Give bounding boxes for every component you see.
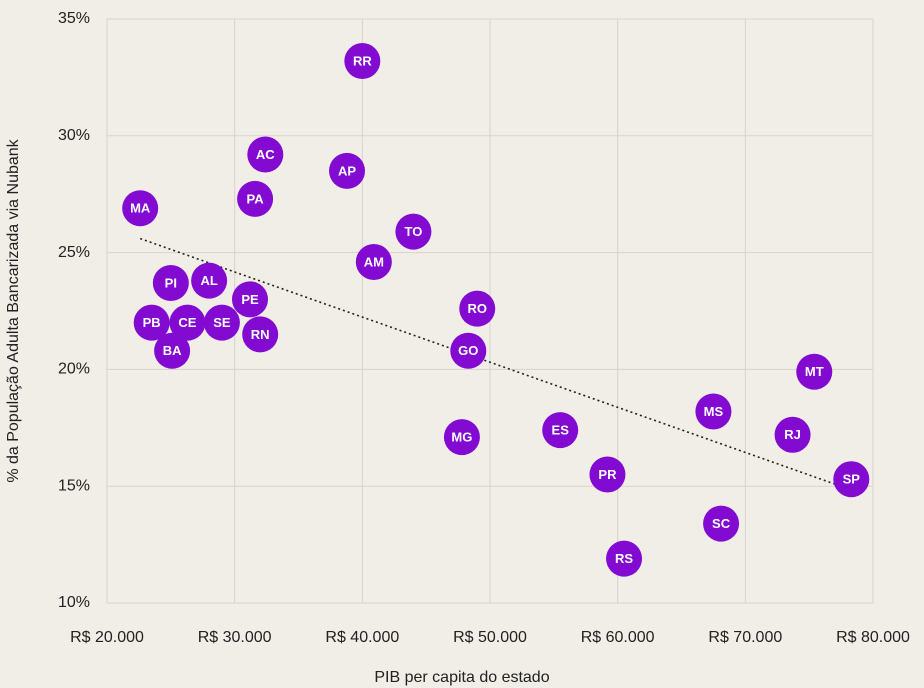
point-label: AM bbox=[364, 254, 384, 269]
x-tick-label: R$ 50.000 bbox=[453, 629, 527, 646]
point bbox=[329, 152, 366, 189]
point-label: PR bbox=[598, 467, 617, 482]
point bbox=[703, 505, 740, 542]
point bbox=[606, 540, 643, 577]
trendline bbox=[139, 237, 848, 490]
point-label: RR bbox=[353, 53, 372, 68]
point-label: MG bbox=[451, 430, 472, 445]
point bbox=[459, 290, 496, 327]
point-label: CE bbox=[178, 315, 196, 330]
point-label: PA bbox=[247, 191, 265, 206]
point-label: RN bbox=[251, 327, 270, 342]
point-label: SE bbox=[213, 315, 231, 330]
point bbox=[242, 316, 279, 353]
point bbox=[247, 136, 284, 173]
point-label: PB bbox=[143, 315, 161, 330]
point-label: AL bbox=[200, 273, 217, 288]
y-tick-label: 10% bbox=[58, 594, 90, 611]
y-tick-label: 15% bbox=[58, 477, 90, 494]
point bbox=[695, 393, 732, 430]
point-label: RJ bbox=[784, 427, 801, 442]
point-label: GO bbox=[458, 343, 478, 358]
point-label: AP bbox=[338, 163, 356, 178]
point bbox=[169, 304, 206, 341]
point bbox=[203, 304, 240, 341]
x-tick-label: R$ 70.000 bbox=[708, 629, 782, 646]
point bbox=[542, 412, 579, 449]
point bbox=[344, 43, 381, 80]
point-label: PI bbox=[165, 275, 177, 290]
point bbox=[443, 419, 480, 456]
x-tick-label: R$ 20.000 bbox=[70, 629, 144, 646]
x-tick-label: R$ 30.000 bbox=[198, 629, 272, 646]
point bbox=[589, 456, 626, 493]
point-label: ES bbox=[552, 423, 570, 438]
point-label: MS bbox=[704, 404, 724, 419]
point-label: RO bbox=[467, 301, 487, 316]
point bbox=[395, 213, 432, 250]
point bbox=[122, 190, 159, 227]
point bbox=[231, 281, 268, 318]
point bbox=[133, 304, 170, 341]
x-tick-label: R$ 80.000 bbox=[836, 629, 910, 646]
point bbox=[191, 262, 228, 299]
point bbox=[237, 180, 274, 217]
point bbox=[152, 264, 189, 301]
point-label: SP bbox=[843, 472, 861, 487]
point-label: PE bbox=[241, 292, 259, 307]
point bbox=[774, 416, 811, 453]
point-label: AC bbox=[256, 147, 275, 162]
y-axis-title: % da População Adulta Bancarizada via Nu… bbox=[5, 138, 22, 482]
point-label: MA bbox=[130, 201, 151, 216]
y-tick-label: 25% bbox=[58, 244, 90, 261]
point-label: TO bbox=[404, 224, 422, 239]
point-label: RS bbox=[615, 551, 633, 566]
y-tick-label: 30% bbox=[58, 127, 90, 144]
point-label: SC bbox=[712, 516, 731, 531]
point-label: BA bbox=[163, 343, 182, 358]
point bbox=[355, 243, 392, 280]
y-tick-label: 20% bbox=[58, 361, 90, 378]
x-tick-label: R$ 40.000 bbox=[325, 629, 399, 646]
point-label: MT bbox=[805, 364, 824, 379]
x-axis-title: PIB per capita do estado bbox=[374, 669, 549, 686]
point bbox=[833, 461, 870, 498]
point bbox=[450, 332, 487, 369]
point bbox=[154, 332, 191, 369]
point bbox=[796, 353, 833, 390]
x-tick-label: R$ 60.000 bbox=[581, 629, 655, 646]
y-tick-label: 35% bbox=[58, 10, 90, 27]
